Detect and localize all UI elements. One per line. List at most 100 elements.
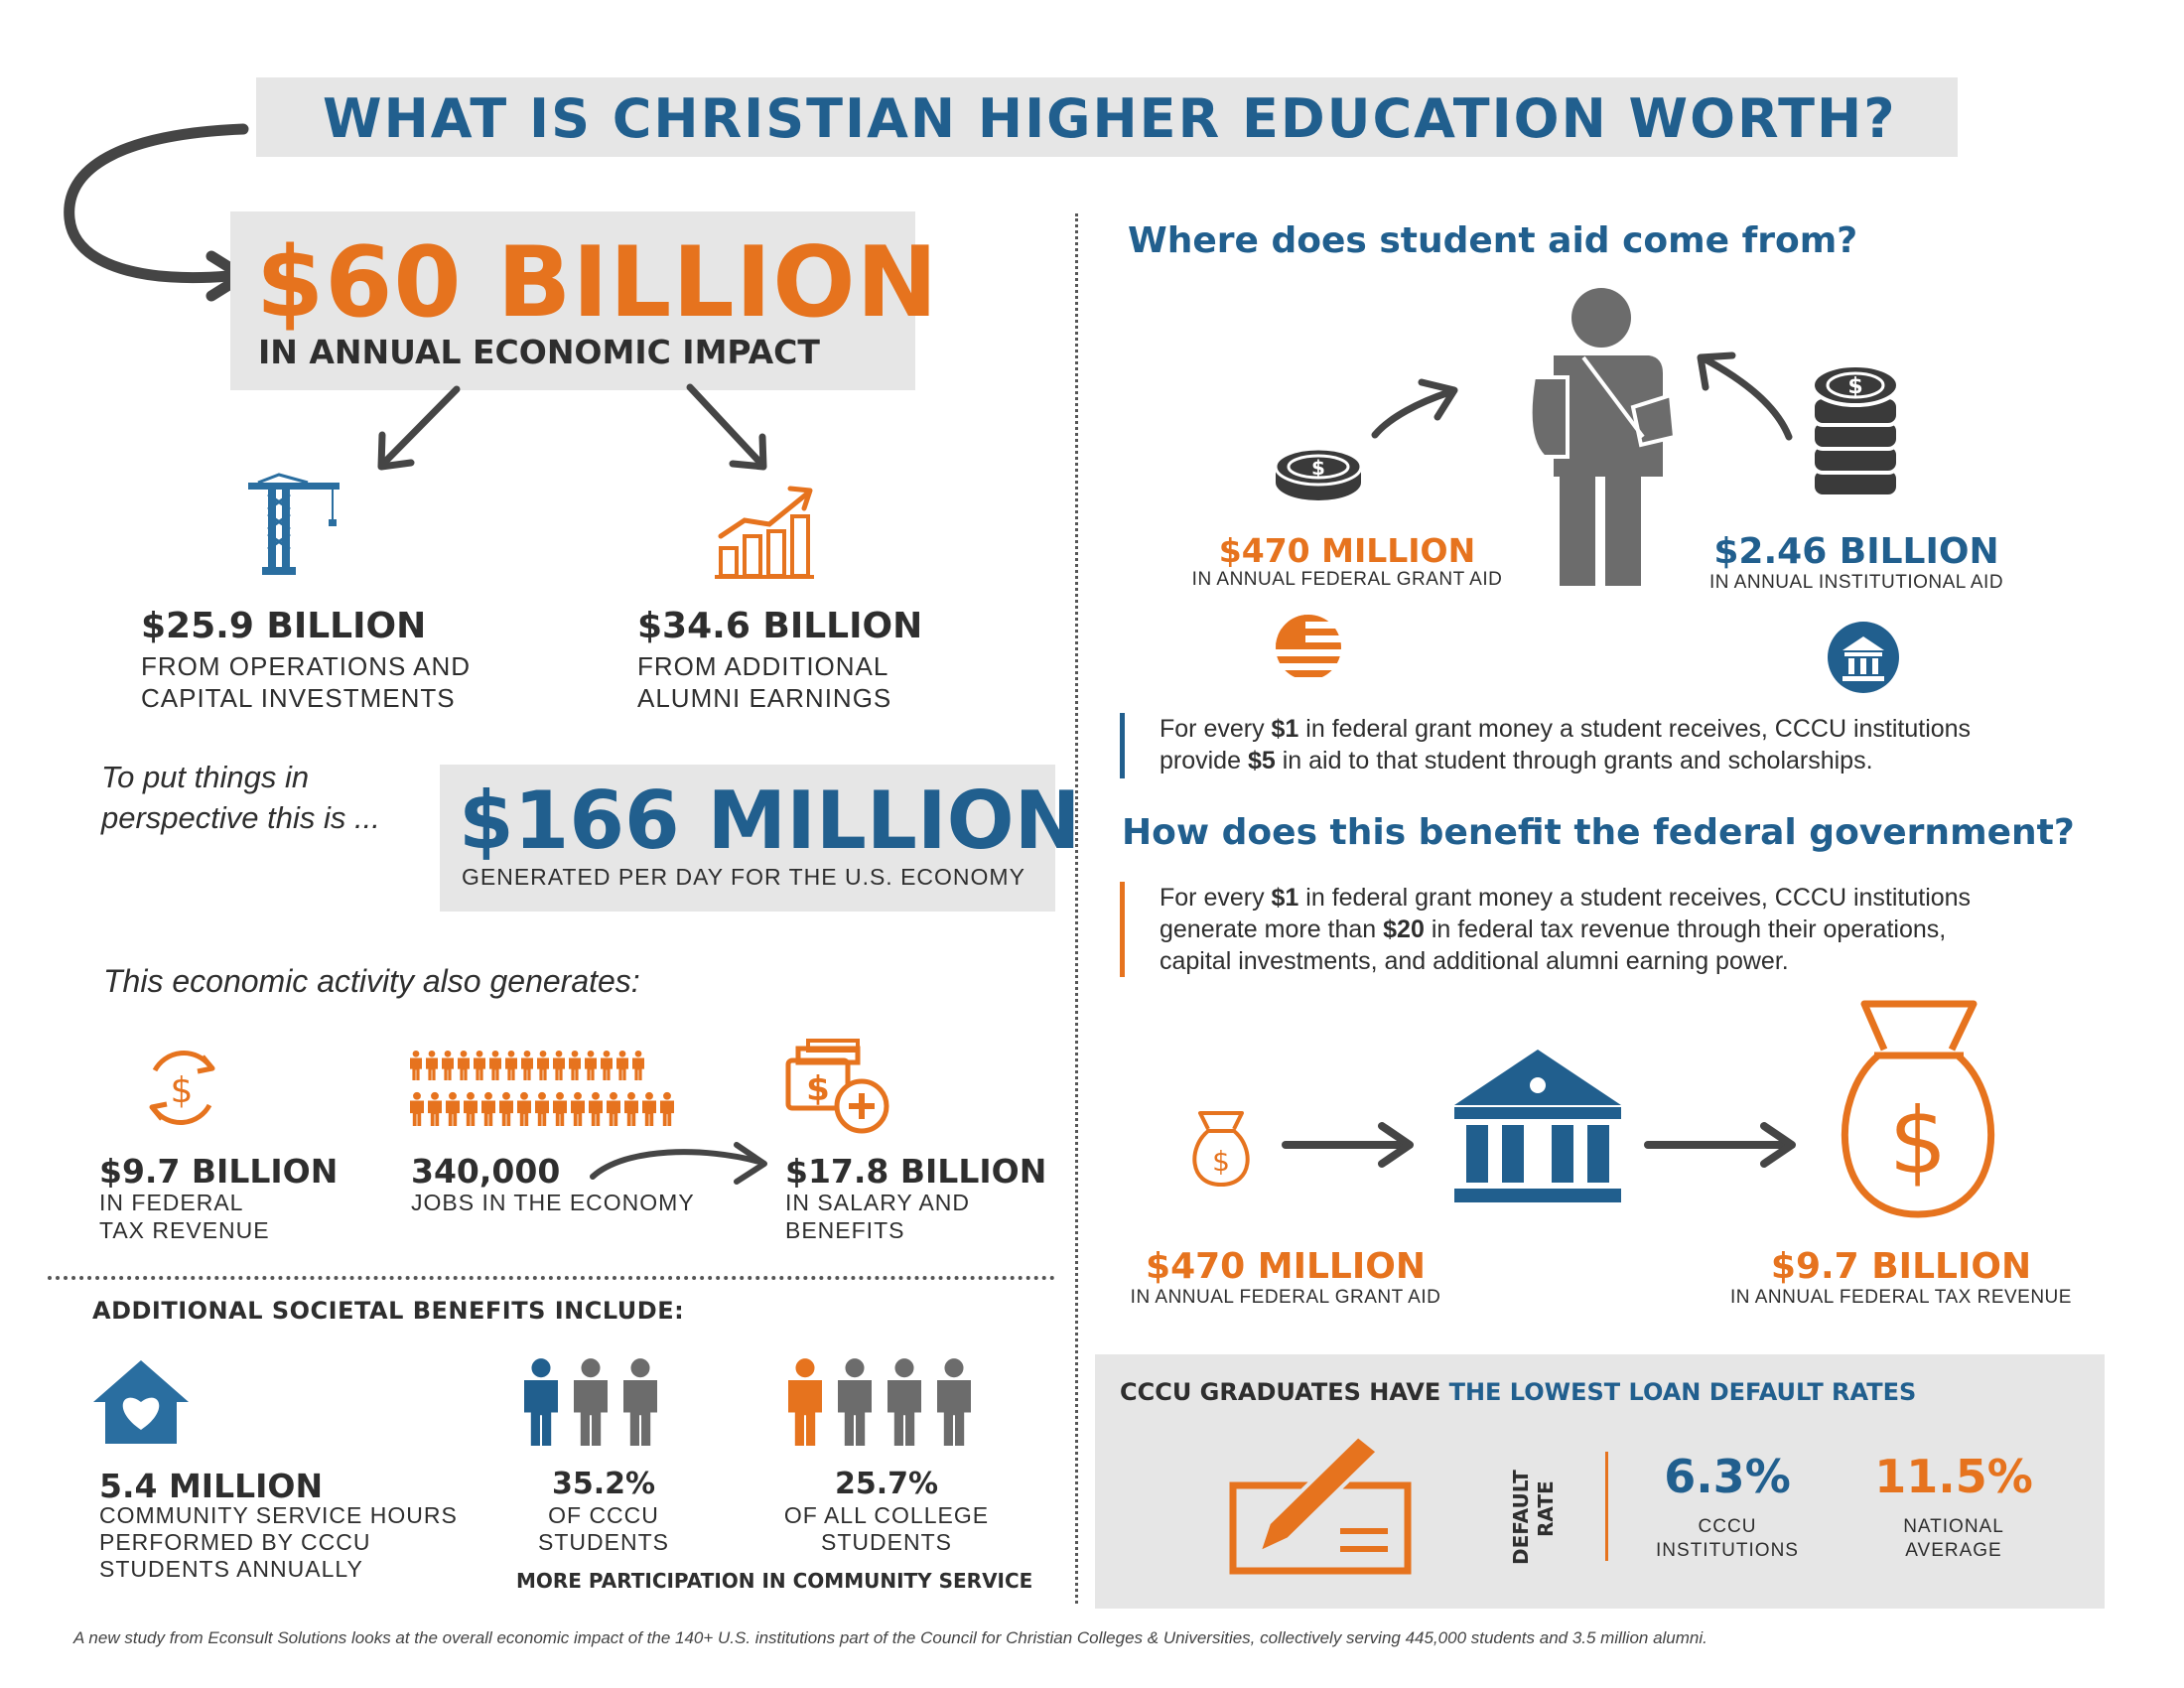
perspective-lead-1: To put things in (101, 760, 310, 794)
person-icon (474, 1050, 485, 1080)
person-icon (838, 1358, 872, 1446)
federal-aid-value: $470 MILLION (1218, 531, 1476, 570)
student-icon (1528, 288, 1678, 586)
benefit-note: For every $1 in federal grant money a st… (1160, 882, 1971, 977)
coin-stack-icon: $ (1811, 363, 1900, 498)
societal-heading: ADDITIONAL SOCIETAL BENEFITS INCLUDE: (92, 1297, 685, 1325)
person-icon (489, 1050, 501, 1080)
benefit-note-text: capital investments, and additional alum… (1160, 947, 1789, 975)
loan-panel (1095, 1354, 2105, 1609)
svg-text:$: $ (806, 1069, 830, 1109)
all-service-line1: OF ALL COLLEGE (783, 1502, 990, 1528)
tax-line1: IN FEDERAL (99, 1190, 244, 1215)
person-icon (481, 1091, 495, 1126)
aid-note-text: For every (1160, 715, 1272, 743)
aid-note-bold: $1 (1271, 715, 1299, 743)
signing-pen-icon (1229, 1433, 1412, 1575)
us-flag-icon (1276, 615, 1341, 680)
person-icon (632, 1050, 644, 1080)
loan-axis-rule (1605, 1452, 1608, 1561)
crane-icon (248, 473, 340, 575)
person-icon (601, 1050, 613, 1080)
column-divider (1075, 213, 1078, 1604)
operations-line1: FROM OPERATIONS AND (141, 651, 471, 681)
person-icon (623, 1358, 657, 1446)
svg-text:$: $ (1212, 1145, 1230, 1178)
all-service-line2: STUDENTS (821, 1529, 952, 1555)
impact-value: $60 BILLION (256, 226, 939, 340)
alumni-value: $34.6 BILLION (637, 606, 923, 646)
person-icon (553, 1050, 565, 1080)
person-icon (535, 1091, 549, 1126)
revenue-label: IN ANNUAL FEDERAL TAX REVENUE (1730, 1287, 2072, 1308)
salary-line1: IN SALARY AND (785, 1190, 971, 1215)
money-bag-icon: $ (1841, 1000, 1995, 1218)
alumni-line1: FROM ADDITIONAL (637, 651, 889, 681)
coin-icon: $ (1274, 447, 1363, 500)
loan-axis-label-2: RATE (1534, 1480, 1558, 1537)
loan-axis-label-1: DEFAULT (1509, 1470, 1533, 1565)
cccu-default-line1: CCCU (1698, 1516, 1757, 1537)
person-icon (517, 1091, 531, 1126)
aid-note-bold: $5 (1247, 747, 1276, 774)
salary-line2: BENEFITS (785, 1217, 905, 1243)
national-default-line1: NATIONAL (1903, 1516, 2004, 1537)
institutional-aid-label: IN ANNUAL INSTITUTIONAL AID (1708, 572, 2004, 593)
grant-label: IN ANNUAL FEDERAL GRANT AID (1130, 1287, 1441, 1308)
person-icon (624, 1091, 638, 1126)
operations-value: $25.9 BILLION (141, 606, 427, 646)
person-icon (446, 1091, 460, 1126)
person-icon (553, 1091, 567, 1126)
perspective-lead-2: perspective this is ... (101, 800, 380, 835)
generates-heading: This economic activity also generates: (103, 963, 640, 999)
all-college-volunteers-icon (788, 1358, 971, 1446)
benefit-note-bar (1120, 882, 1125, 977)
footer-note: A new study from Econsult Solutions look… (73, 1628, 1707, 1647)
svg-text:$: $ (1889, 1088, 1948, 1195)
person-icon (660, 1091, 674, 1126)
svg-text:$: $ (1847, 374, 1862, 399)
cccu-default-line2: INSTITUTIONS (1656, 1540, 1799, 1561)
salary-value: $17.8 BILLION (785, 1152, 1047, 1191)
person-icon (428, 1091, 442, 1126)
person-icon (524, 1358, 558, 1446)
impact-label: IN ANNUAL ECONOMIC IMPACT (258, 333, 820, 371)
loan-heading-b: THE LOWEST LOAN DEFAULT RATES (1448, 1378, 1917, 1406)
cccu-default-value: 6.3% (1664, 1450, 1791, 1503)
person-icon (585, 1050, 597, 1080)
person-icon (616, 1050, 628, 1080)
bank-circle-icon (1828, 622, 1899, 693)
home-heart-icon (93, 1360, 189, 1444)
aid-note-text: in aid to that student through grants an… (1275, 747, 1873, 774)
aid-note-text: provide (1160, 747, 1248, 774)
person-icon (887, 1358, 921, 1446)
hours-line2: PERFORMED BY CCCU (99, 1529, 371, 1555)
person-icon (589, 1091, 603, 1126)
national-default-line2: AVERAGE (1905, 1540, 2002, 1561)
svg-text:$: $ (171, 1070, 194, 1111)
operations-line2: CAPITAL INVESTMENTS (141, 683, 456, 713)
svg-text:$: $ (1311, 456, 1325, 480)
person-icon (410, 1091, 424, 1126)
cccu-service-line1: OF CCCU (548, 1502, 659, 1528)
benefit-note-text: in federal tax revenue through their ope… (1424, 915, 1947, 943)
person-icon (937, 1358, 971, 1446)
government-building-icon (1454, 1050, 1621, 1202)
benefit-note-text: in federal grant money a student receive… (1298, 884, 1972, 912)
person-icon (571, 1091, 585, 1126)
cycle-dollar-icon: $ (149, 1051, 215, 1125)
title-banner (256, 77, 1958, 157)
cccu-service-line2: STUDENTS (538, 1529, 669, 1555)
loan-heading: CCCU GRADUATES HAVE THE LOWEST LOAN DEFA… (1120, 1378, 1916, 1406)
person-icon (521, 1050, 533, 1080)
institutional-aid-value: $2.46 BILLION (1713, 531, 1999, 572)
hours-value: 5.4 MILLION (99, 1467, 324, 1505)
benefit-note-text: generate more than (1160, 915, 1384, 943)
aid-note: For every $1 in federal grant money a st… (1160, 713, 1971, 776)
benefit-note-text: For every (1160, 884, 1272, 912)
cccu-volunteers-icon (524, 1358, 657, 1446)
benefit-note-bold: $20 (1383, 915, 1425, 943)
